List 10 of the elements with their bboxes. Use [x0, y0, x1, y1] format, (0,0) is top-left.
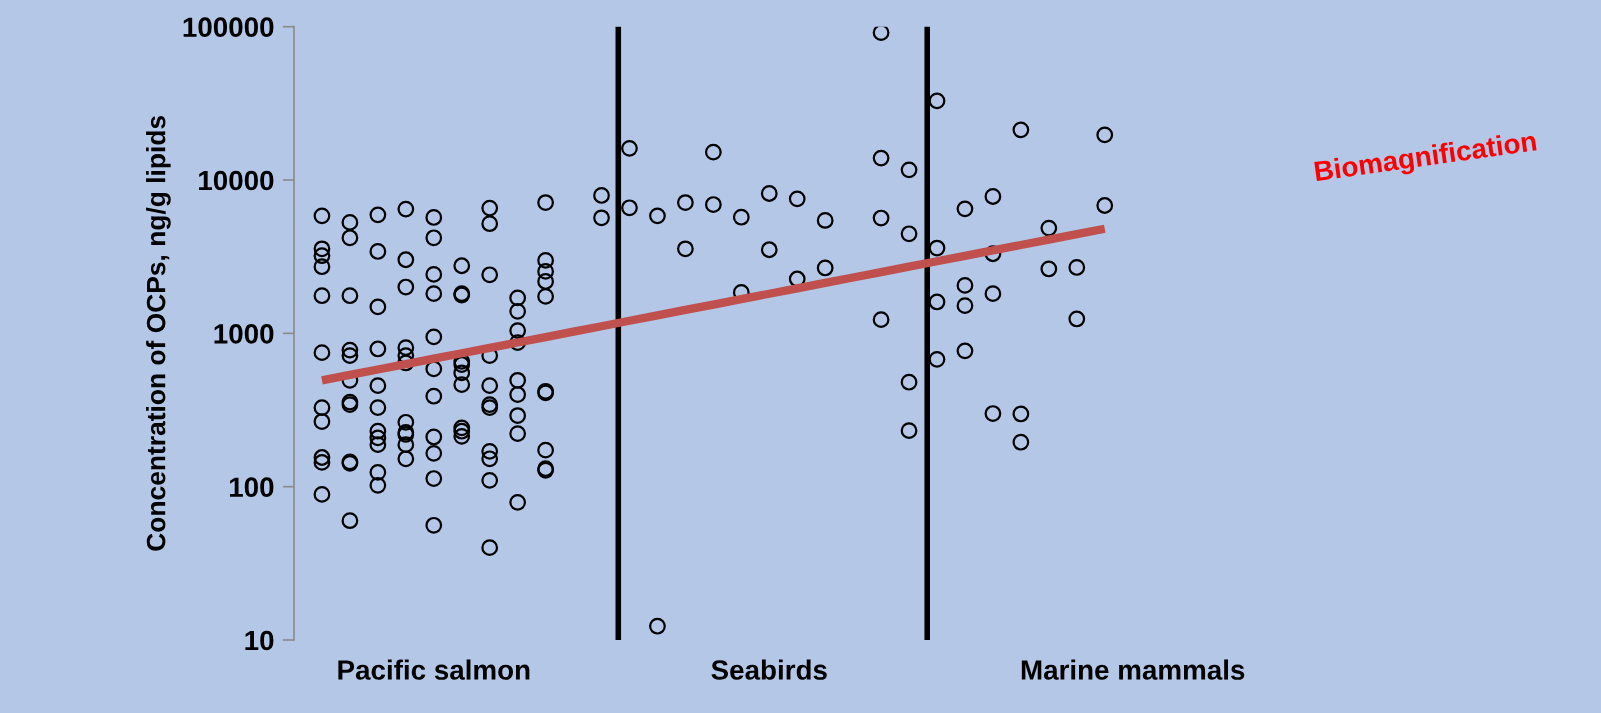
- text: Biomagnification: [1314, 130, 1538, 187]
- y-tick-label: 1000: [214, 324, 274, 344]
- y-tick-label: 100000: [183, 17, 274, 38]
- x-tick-label: Seabirds: [711, 659, 827, 680]
- x-tick-label: Pacific salmon: [338, 659, 530, 680]
- x-tick-label: Marine mammals: [1021, 659, 1245, 680]
- y-tick-label: 100: [229, 477, 274, 498]
- y-tick-label: 10: [245, 630, 274, 651]
- y-tick-label: 10000: [199, 170, 274, 191]
- y-axis-title: Concentration of OCPs, ng/g lipids: [146, 115, 171, 551]
